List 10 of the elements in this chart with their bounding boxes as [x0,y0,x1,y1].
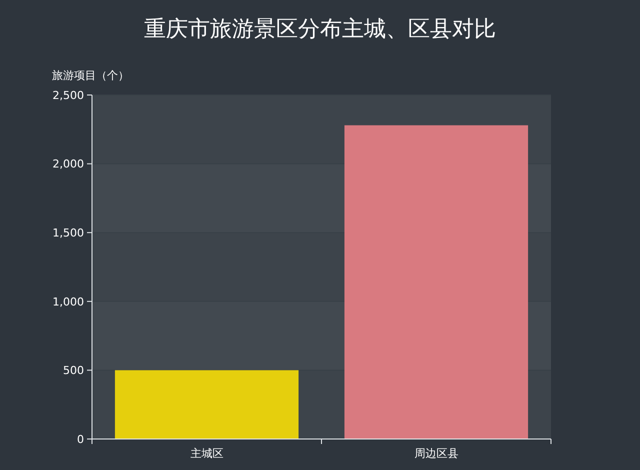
y-tick-label: 1,500 [52,226,84,240]
chart-title: 重庆市旅游景区分布主城、区县对比 [144,17,496,42]
x-tick-label: 主城区 [190,447,224,460]
y-tick-label: 0 [77,432,84,446]
x-tick-label: 周边区县 [414,447,458,460]
y-tick-label: 1,000 [52,295,84,308]
y-tick-label: 2,000 [52,158,84,171]
y-tick-label: 500 [63,364,84,378]
y-tick-label: 2,500 [52,88,84,102]
y-axis-title: 旅游项目（个） [52,69,129,82]
